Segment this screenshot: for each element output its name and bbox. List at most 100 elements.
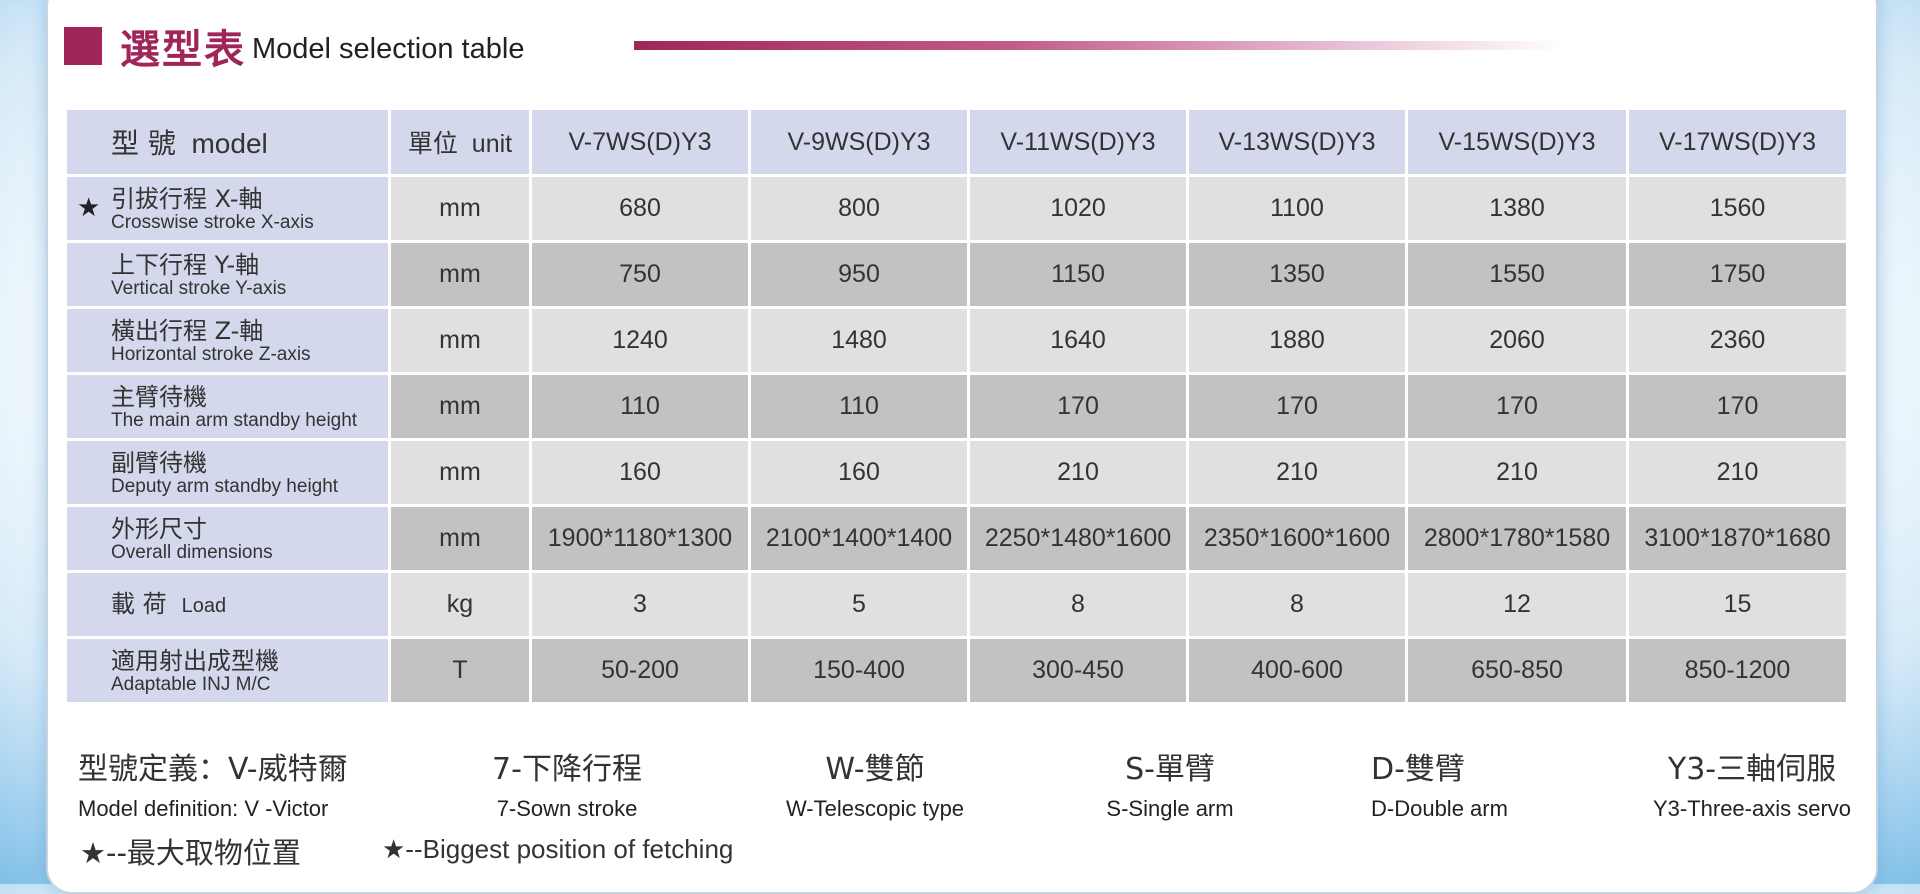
header-model-col: V-9WS(D)Y3 — [748, 107, 970, 177]
table-row: 適用射出成型機 Adaptable INJ M/C T 50-200 150-4… — [64, 636, 1849, 705]
row-value: 1020 — [967, 174, 1189, 243]
definition-en: S-Single arm — [1106, 796, 1234, 821]
row-value: 170 — [1186, 372, 1408, 441]
row-value: 800 — [748, 174, 970, 243]
table-row: 載 荷 Load kg 3 5 8 8 12 15 — [64, 570, 1849, 639]
row-unit: mm — [388, 240, 532, 309]
definition-cn: Y3-三軸伺服 — [1667, 752, 1837, 787]
definition-cn: W-雙節 — [825, 752, 925, 787]
row-value: 210 — [1186, 438, 1408, 507]
table-row: 副臂待機 Deputy arm standby height mm 160 16… — [64, 438, 1849, 507]
row-value: 12 — [1405, 570, 1629, 639]
row-value: 170 — [967, 372, 1189, 441]
header-model-cell: 型 號 model — [64, 107, 391, 177]
row-label-cn: 上下行程 Y-軸 — [111, 250, 260, 279]
row-value: 750 — [529, 240, 751, 309]
header-model-col: V-17WS(D)Y3 — [1626, 107, 1849, 177]
row-label-en: Horizontal stroke Z-axis — [111, 343, 311, 365]
definition-en: W-Telescopic type — [785, 796, 965, 821]
definition-telescopic: W-雙節 W-Telescopic type — [775, 744, 975, 822]
row-value: 110 — [529, 372, 751, 441]
note-cn-text: ★--最大取物位置 — [80, 836, 301, 870]
row-label: 外形尺寸 Overall dimensions — [64, 504, 391, 573]
note-cn: ★--最大取物位置 — [80, 830, 301, 872]
definition-stroke: 7-下降行程 7-Sown stroke — [482, 744, 652, 822]
definition-cn: S-單臂 — [1125, 752, 1215, 787]
row-value: 1240 — [529, 306, 751, 375]
row-label-cn: 副臂待機 — [111, 448, 207, 477]
row-value: 160 — [529, 438, 751, 507]
table-row: ★ 引拔行程 X-軸 Crosswise stroke X-axis mm 68… — [64, 174, 1849, 243]
row-label-cn: 適用射出成型機 — [111, 646, 279, 675]
row-label-cn: 主臂待機 — [111, 382, 207, 411]
row-unit: mm — [388, 174, 532, 243]
row-value: 1480 — [748, 306, 970, 375]
row-value: 150-400 — [748, 636, 970, 705]
row-value: 1560 — [1626, 174, 1849, 243]
row-value: 210 — [1626, 438, 1849, 507]
row-label-en: Deputy arm standby height — [111, 475, 339, 497]
row-label-cn: 引拔行程 X-軸 — [111, 184, 263, 213]
header-unit-en: unit — [471, 130, 513, 158]
header-square-icon — [64, 27, 102, 65]
definition-cn: 7-下降行程 — [492, 752, 642, 787]
row-value: 50-200 — [529, 636, 751, 705]
definition-cn: 型號定義：V-威特爾 — [78, 752, 348, 787]
row-value: 170 — [1405, 372, 1629, 441]
row-value: 1150 — [967, 240, 1189, 309]
row-label: 上下行程 Y-軸 Vertical stroke Y-axis — [64, 240, 391, 309]
definition-double-arm: D-雙臂 D-Double arm — [1371, 744, 1508, 822]
header-unit-cn: 單位 — [407, 129, 458, 158]
header-gradient-line — [634, 41, 1564, 50]
row-value: 170 — [1626, 372, 1849, 441]
row-label: 橫出行程 Z-軸 Horizontal stroke Z-axis — [64, 306, 391, 375]
row-label-en: Load — [181, 595, 227, 617]
row-label-cn: 橫出行程 Z-軸 — [111, 316, 264, 345]
row-value: 2350*1600*1600 — [1186, 504, 1408, 573]
header-title-en: Model selection table — [252, 32, 525, 65]
row-label: ★ 引拔行程 X-軸 Crosswise stroke X-axis — [64, 174, 391, 243]
row-value: 1550 — [1405, 240, 1629, 309]
row-value: 300-450 — [967, 636, 1189, 705]
row-label-cn: 外形尺寸 — [111, 514, 207, 543]
definition-en: D-Double arm — [1371, 796, 1508, 821]
row-label-en: Adaptable INJ M/C — [111, 673, 271, 695]
row-value: 8 — [967, 570, 1189, 639]
definition-en: Y3-Three-axis servo — [1652, 796, 1852, 821]
definition-single-arm: S-單臂 S-Single arm — [1100, 744, 1240, 822]
row-value: 2360 — [1626, 306, 1849, 375]
definition-cn: D-雙臂 — [1371, 752, 1465, 787]
row-value: 210 — [967, 438, 1189, 507]
row-unit: kg — [388, 570, 532, 639]
row-value: 1880 — [1186, 306, 1408, 375]
row-unit: mm — [388, 372, 532, 441]
header-model-cn: 型 號 — [111, 127, 176, 160]
note-en: ★--Biggest position of fetching — [382, 834, 733, 865]
header-model-col: V-15WS(D)Y3 — [1405, 107, 1629, 177]
row-label-cn: 載 荷 — [111, 590, 167, 618]
row-unit: mm — [388, 306, 532, 375]
header-model-col: V-13WS(D)Y3 — [1186, 107, 1408, 177]
definition-servo: Y3-三軸伺服 Y3-Three-axis servo — [1646, 744, 1858, 822]
definition-victor: 型號定義：V-威特爾 Model definition: V -Victor — [78, 744, 348, 822]
table-row: 上下行程 Y-軸 Vertical stroke Y-axis mm 750 9… — [64, 240, 1849, 309]
row-label-en: Crosswise stroke X-axis — [111, 211, 314, 233]
row-unit: mm — [388, 504, 532, 573]
star-icon: ★ — [77, 193, 101, 223]
table-header-row: 型 號 model 單位 unit V-7WS(D)Y3 V-9WS(D)Y3 … — [64, 107, 1849, 177]
row-value: 110 — [748, 372, 970, 441]
row-value: 8 — [1186, 570, 1408, 639]
row-value: 850-1200 — [1626, 636, 1849, 705]
row-value: 3100*1870*1680 — [1626, 504, 1849, 573]
row-label-en: Overall dimensions — [111, 541, 273, 563]
row-value: 2060 — [1405, 306, 1629, 375]
row-value: 950 — [748, 240, 970, 309]
row-value: 680 — [529, 174, 751, 243]
row-value: 1350 — [1186, 240, 1408, 309]
row-value: 15 — [1626, 570, 1849, 639]
header-model-col: V-11WS(D)Y3 — [967, 107, 1189, 177]
table-row: 外形尺寸 Overall dimensions mm 1900*1180*130… — [64, 504, 1849, 573]
header-unit-cell: 單位 unit — [388, 107, 532, 177]
row-value: 1100 — [1186, 174, 1408, 243]
row-value: 210 — [1405, 438, 1629, 507]
